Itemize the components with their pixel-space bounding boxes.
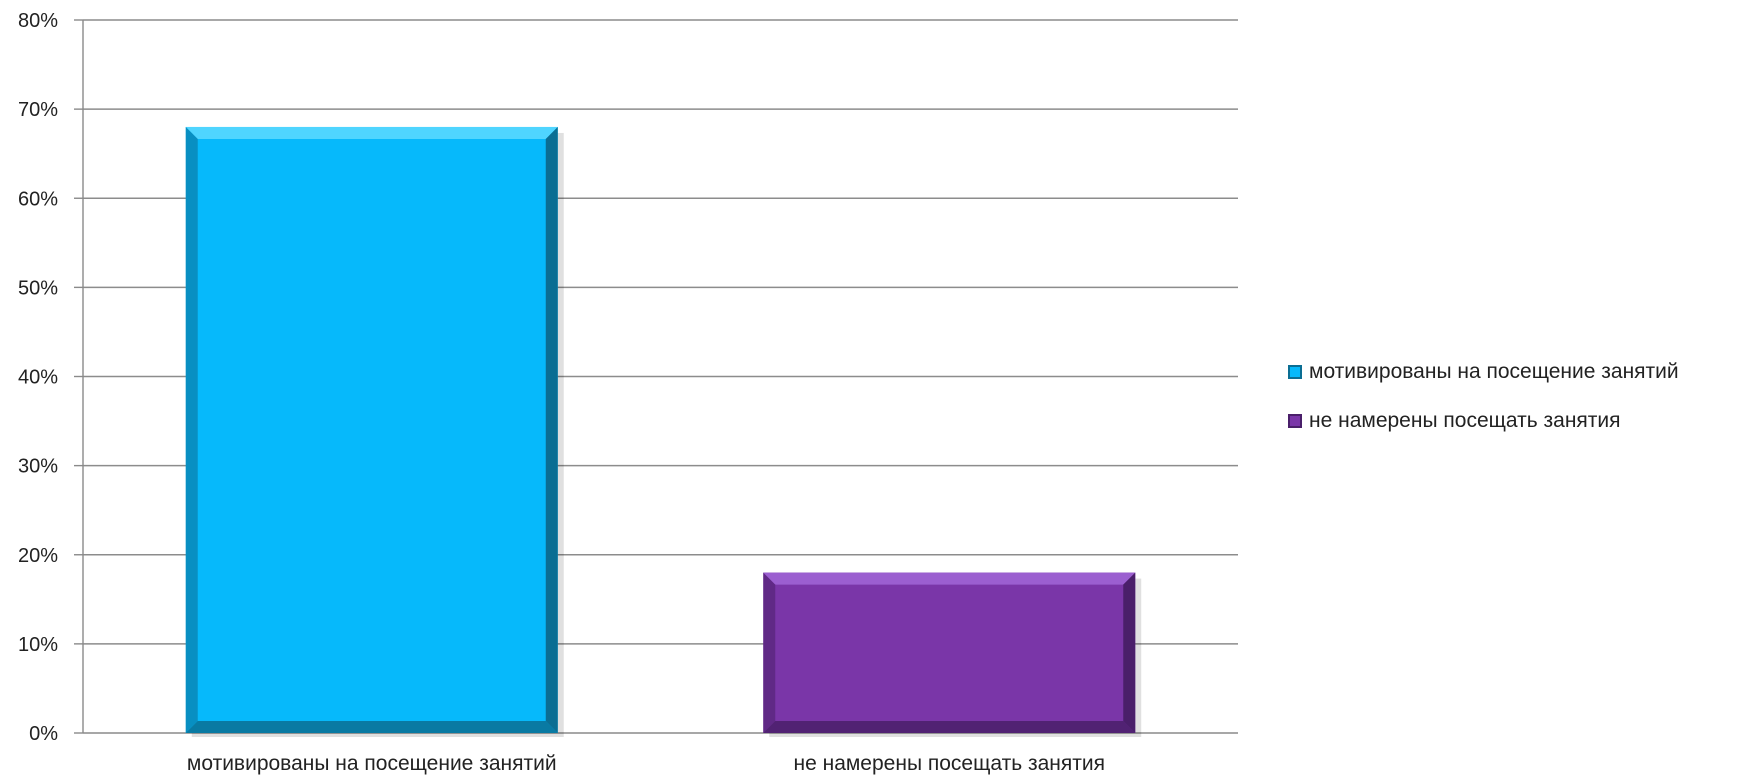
y-tick-label: 40% <box>18 367 58 389</box>
y-tick-label: 70% <box>18 99 58 121</box>
bar-group <box>763 572 1142 737</box>
bar-not-intending <box>763 572 1136 733</box>
y-tick-label: 0% <box>29 723 58 745</box>
y-tick-label: 80% <box>18 10 58 32</box>
legend-swatch-not-intending <box>1288 413 1302 428</box>
y-tick-label: 50% <box>18 277 58 299</box>
bar-bevel-left <box>185 126 198 733</box>
y-tick-label: 60% <box>18 188 58 210</box>
bar-bevel-bottom <box>763 721 1136 733</box>
y-tick-label: 20% <box>18 545 58 567</box>
y-tick-label: 10% <box>18 634 58 656</box>
legend-label-motivated: мотивированы на посещение занятий <box>1309 359 1679 383</box>
x-category-label: мотивированы на посещение занятий <box>187 752 557 775</box>
legend-item-not-intending: не намерены посещать занятия <box>1288 407 1679 434</box>
y-axis: 0% 10% 20% 30% 40% 50% 60% 70% 80% <box>18 10 84 745</box>
bars <box>185 126 1142 737</box>
bar-bevel-right <box>545 126 558 733</box>
bar-bevel-left <box>763 572 776 733</box>
bar-group <box>185 126 564 737</box>
x-axis-labels: мотивированы на посещение занятий не наме… <box>187 752 1105 775</box>
bar-bevel-right <box>1123 572 1136 733</box>
legend-label-not-intending: не намерены посещать занятия <box>1309 408 1621 432</box>
x-category-label: не намерены посещать занятия <box>793 752 1105 775</box>
bar-bevel-bottom <box>185 721 558 733</box>
bar-bevel-top <box>763 572 1136 585</box>
legend: мотивированы на посещение занятий не нам… <box>1288 358 1679 456</box>
bar-motivated <box>185 126 558 733</box>
legend-swatch-motivated <box>1288 364 1302 379</box>
bar-bevel-top <box>185 126 558 139</box>
legend-item-motivated: мотивированы на посещение занятий <box>1288 358 1679 385</box>
y-tick-label: 30% <box>18 456 58 478</box>
